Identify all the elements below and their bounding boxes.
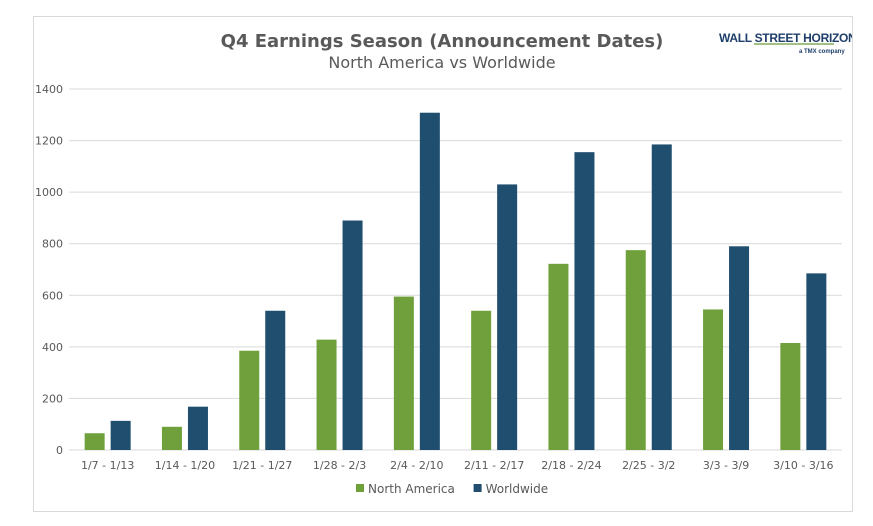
bar-north-america	[625, 250, 646, 450]
bar-north-america	[780, 342, 801, 450]
bar-north-america	[471, 310, 492, 450]
legend-swatch	[356, 484, 364, 492]
bar-worldwide	[419, 112, 440, 451]
x-tick-label: 1/28 - 2/3	[313, 459, 366, 472]
legend-swatch	[473, 484, 482, 492]
y-tick-label: 1200	[35, 135, 63, 148]
bar-worldwide	[651, 144, 672, 451]
x-tick-label: 1/21 - 1/27	[232, 459, 292, 472]
bar-north-america	[548, 263, 569, 450]
chart-frame: Q4 Earnings Season (Announcement Dates) …	[33, 16, 853, 512]
legend-label: Worldwide	[486, 482, 549, 496]
wall-street-horizon-logo: WALL STREET HORIZON a TMX company	[719, 31, 852, 55]
y-tick-label: 800	[42, 238, 63, 251]
bar-worldwide	[806, 273, 827, 450]
bar-worldwide	[265, 310, 286, 450]
x-tick-label: 1/14 - 1/20	[155, 459, 215, 472]
y-tick-label: 1400	[35, 83, 63, 96]
bar-worldwide	[342, 220, 363, 450]
bar-north-america	[703, 309, 724, 450]
legend-label: North America	[368, 482, 455, 496]
y-tick-label: 0	[56, 444, 63, 457]
bar-north-america	[393, 296, 414, 450]
gridlines	[69, 88, 842, 451]
x-tick-label: 1/7 - 1/13	[81, 459, 134, 472]
bar-north-america	[316, 339, 337, 450]
y-axis-ticks: 0 200 400 600 800 1000 1200 1400	[35, 83, 63, 457]
logo-tagline: a TMX company	[799, 49, 845, 55]
bar-north-america	[84, 433, 105, 450]
x-tick-label: 2/25 - 3/2	[622, 459, 675, 472]
bar-worldwide	[187, 406, 208, 450]
y-tick-label: 200	[42, 392, 63, 405]
bar-worldwide	[497, 184, 518, 450]
x-tick-label: 3/10 - 3/16	[773, 459, 833, 472]
chart-subtitle: North America vs Worldwide	[328, 53, 555, 72]
logo-wordmark: WALL STREET HORIZON	[719, 31, 852, 45]
chart-svg: Q4 Earnings Season (Announcement Dates) …	[35, 31, 852, 496]
x-tick-label: 2/11 - 2/17	[464, 459, 524, 472]
y-tick-label: 400	[42, 341, 63, 354]
bar-north-america	[239, 350, 260, 450]
x-axis-ticks: 1/7 - 1/13 1/14 - 1/20 1/21 - 1/27 1/28 - 2…	[81, 459, 834, 472]
y-tick-label: 600	[42, 289, 63, 302]
bar-worldwide	[729, 246, 750, 450]
x-tick-label: 2/18 - 2/24	[541, 459, 601, 472]
bar-worldwide	[574, 152, 595, 451]
y-tick-label: 1000	[35, 186, 63, 199]
x-tick-label: 3/3 - 3/9	[703, 459, 749, 472]
bar-worldwide	[110, 420, 131, 450]
legend: North America Worldwide	[356, 482, 548, 496]
bars	[84, 112, 827, 451]
x-tick-label: 2/4 - 2/10	[390, 459, 443, 472]
chart-title: Q4 Earnings Season (Announcement Dates)	[221, 31, 664, 52]
bar-north-america	[161, 426, 182, 450]
